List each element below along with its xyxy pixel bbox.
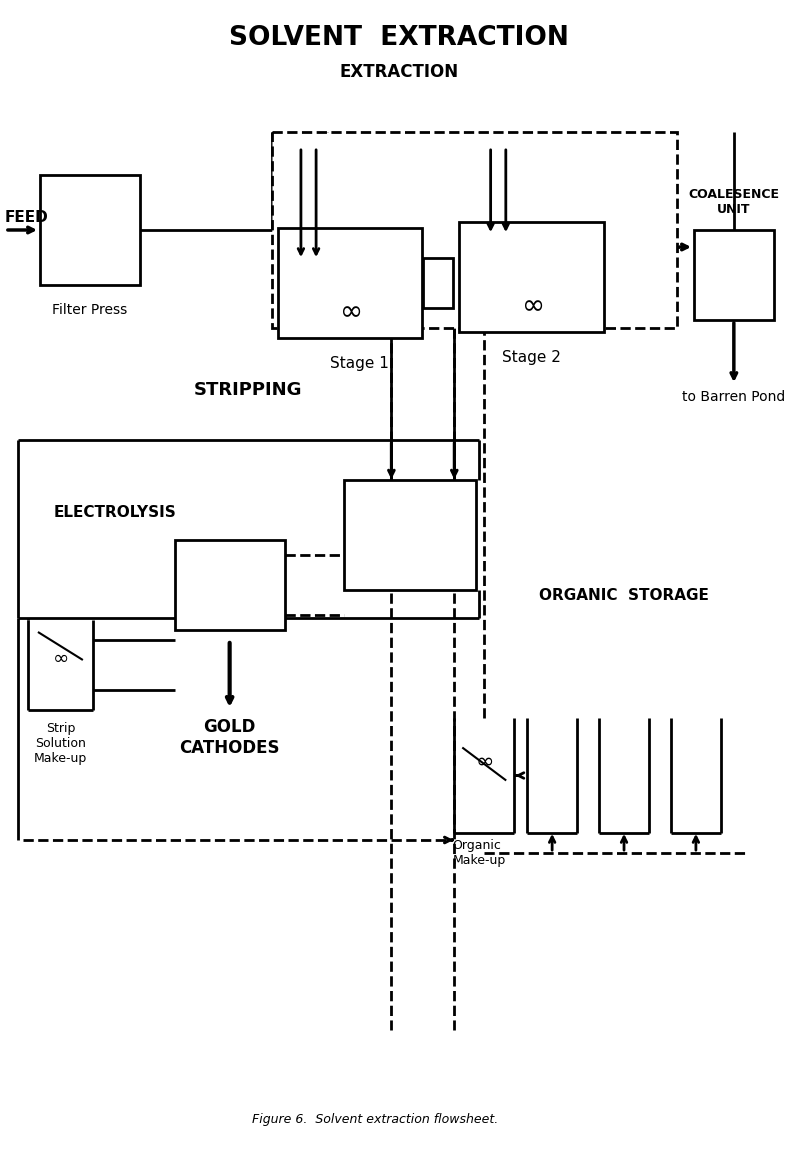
Bar xyxy=(345,480,476,590)
Text: Stage 2: Stage 2 xyxy=(502,350,561,365)
Text: Stage 1: Stage 1 xyxy=(330,357,390,371)
Text: Figure 6.  Solvent extraction flowsheet.: Figure 6. Solvent extraction flowsheet. xyxy=(252,1114,498,1127)
Bar xyxy=(459,222,604,332)
Text: EXTRACTION: EXTRACTION xyxy=(340,63,459,81)
Text: SOLVENT  EXTRACTION: SOLVENT EXTRACTION xyxy=(230,25,570,51)
Text: GOLD
CATHODES: GOLD CATHODES xyxy=(179,718,280,756)
Text: ELECTROLYSIS: ELECTROLYSIS xyxy=(54,505,176,520)
Bar xyxy=(271,132,677,328)
Bar xyxy=(40,175,140,285)
Text: Organic
Make-up: Organic Make-up xyxy=(452,839,506,867)
Text: Strip
Solution
Make-up: Strip Solution Make-up xyxy=(34,722,87,765)
Bar xyxy=(423,258,454,307)
Text: Filter Press: Filter Press xyxy=(52,303,127,317)
Bar xyxy=(278,228,422,338)
Text: $\infty$: $\infty$ xyxy=(52,648,69,666)
Bar xyxy=(174,540,285,630)
Bar xyxy=(694,230,774,320)
Text: $\infty$: $\infty$ xyxy=(521,290,542,318)
Text: STRIPPING: STRIPPING xyxy=(194,381,302,399)
Text: $\infty$: $\infty$ xyxy=(475,750,494,770)
Text: to Barren Pond: to Barren Pond xyxy=(682,390,786,404)
Text: ORGANIC  STORAGE: ORGANIC STORAGE xyxy=(539,588,709,602)
Text: COALESENCE
UNIT: COALESENCE UNIT xyxy=(688,188,779,216)
Text: $\infty$: $\infty$ xyxy=(339,296,361,324)
Text: FEED: FEED xyxy=(5,210,49,226)
